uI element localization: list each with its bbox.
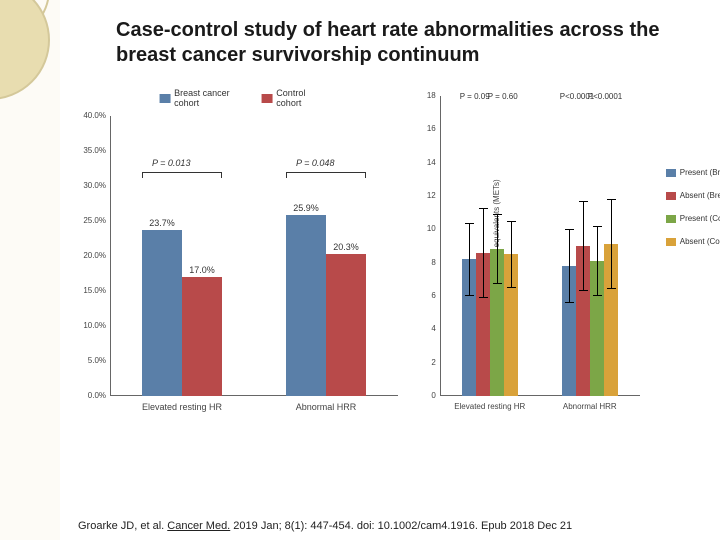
legend-item: Absent (Breast Cancer) — [666, 191, 720, 200]
y-tick-label: 4 — [414, 324, 436, 333]
citation-rest: 2019 Jan; 8(1): 447-454. doi: 10.1002/ca… — [230, 520, 572, 532]
legend-item: Absent (Control) — [666, 237, 720, 246]
legend-swatch — [666, 238, 676, 246]
p-value-label: P = 0.60 — [488, 92, 518, 101]
x-category-label: Abnormal HRR — [545, 402, 635, 411]
legend-item: Control cohort — [262, 88, 327, 108]
x-category-label: Abnormal HRR — [276, 402, 376, 412]
citation: Groarke JD, et al. Cancer Med. 2019 Jan;… — [78, 520, 572, 532]
bar — [142, 230, 182, 396]
legend-label: Breast cancer cohort — [174, 88, 248, 108]
y-tick-label: 30.0% — [76, 181, 106, 190]
x-category-label: Elevated resting HR — [132, 402, 232, 412]
slide-title: Case-control study of heart rate abnorma… — [116, 18, 704, 68]
y-tick-label: 0 — [414, 391, 436, 400]
charts-row: Breast cancer cohortControl cohort Preva… — [76, 88, 704, 448]
legend-item: Present (Breast Cancer) — [666, 168, 720, 177]
error-bar — [497, 214, 498, 284]
x-category-label: Elevated resting HR — [445, 402, 535, 411]
p-value-label: P = 0.09 — [460, 92, 490, 101]
pvalue-bracket-tick — [365, 172, 366, 178]
legend-swatch — [666, 215, 676, 223]
y-tick-label: 35.0% — [76, 146, 106, 155]
decorative-circle — [0, 0, 50, 100]
error-bar — [483, 208, 484, 298]
y-tick-label: 40.0% — [76, 111, 106, 120]
pvalue-bracket — [142, 172, 222, 173]
y-tick-label: 10 — [414, 224, 436, 233]
y-tick-label: 12 — [414, 191, 436, 200]
y-tick-label: 18 — [414, 91, 436, 100]
pvalue-bracket-tick — [221, 172, 222, 178]
error-bar — [569, 229, 570, 302]
bar-value-label: 20.3% — [326, 242, 366, 252]
y-axis-line — [440, 96, 441, 396]
y-tick-label: 16 — [414, 124, 436, 133]
left-chart: Breast cancer cohortControl cohort Preva… — [76, 88, 410, 448]
citation-author: Groarke JD, et al. — [78, 520, 164, 532]
left-chart-plot: 23.7%17.0%P = 0.013Elevated resting HR25… — [110, 116, 398, 396]
error-bar — [511, 221, 512, 288]
slide-body: Case-control study of heart rate abnorma… — [60, 0, 720, 540]
y-tick-label: 0.0% — [76, 391, 106, 400]
error-bar — [583, 201, 584, 291]
legend-swatch — [666, 169, 676, 177]
legend-swatch — [262, 94, 273, 103]
legend-label: Absent (Control) — [680, 237, 720, 246]
right-chart-legend: Present (Breast Cancer) Absent (Breast Ca… — [666, 168, 720, 260]
y-tick-label: 14 — [414, 158, 436, 167]
bar — [326, 254, 366, 396]
legend-swatch — [666, 192, 676, 200]
p-value-label: P<0.0001 — [588, 92, 622, 101]
right-chart-plot: P = 0.09P = 0.60Elevated resting HRP<0.0… — [440, 96, 640, 396]
bar-value-label: 17.0% — [182, 265, 222, 275]
p-value-label: P = 0.048 — [296, 158, 334, 168]
bar — [182, 277, 222, 396]
y-tick-label: 20.0% — [76, 251, 106, 260]
p-value-label: P = 0.013 — [152, 158, 190, 168]
pvalue-bracket — [286, 172, 366, 173]
pvalue-bracket-tick — [286, 172, 287, 178]
y-axis-line — [110, 116, 111, 396]
citation-journal: Cancer Med. — [167, 520, 230, 532]
legend-item: Present (Control) — [666, 214, 720, 223]
legend-label: Control cohort — [276, 88, 326, 108]
legend-swatch — [159, 94, 170, 103]
error-bar — [597, 226, 598, 296]
legend-label: Present (Control) — [680, 214, 720, 223]
error-bar — [469, 223, 470, 296]
y-tick-label: 6 — [414, 291, 436, 300]
right-chart: Exercise capacity in metabolic equivalen… — [414, 88, 704, 448]
legend-label: Present (Breast Cancer) — [680, 168, 720, 177]
left-chart-legend: Breast cancer cohort Control cohort — [159, 88, 326, 108]
y-tick-label: 2 — [414, 358, 436, 367]
bar-value-label: 25.9% — [286, 203, 326, 213]
legend-label: Absent (Breast Cancer) — [680, 191, 720, 200]
y-tick-label: 15.0% — [76, 286, 106, 295]
y-tick-label: 8 — [414, 258, 436, 267]
legend-item: Breast cancer cohort — [159, 88, 247, 108]
error-bar — [611, 199, 612, 289]
y-tick-label: 25.0% — [76, 216, 106, 225]
bar-value-label: 23.7% — [142, 218, 182, 228]
bar — [286, 215, 326, 396]
y-tick-label: 10.0% — [76, 321, 106, 330]
y-tick-label: 5.0% — [76, 356, 106, 365]
pvalue-bracket-tick — [142, 172, 143, 178]
